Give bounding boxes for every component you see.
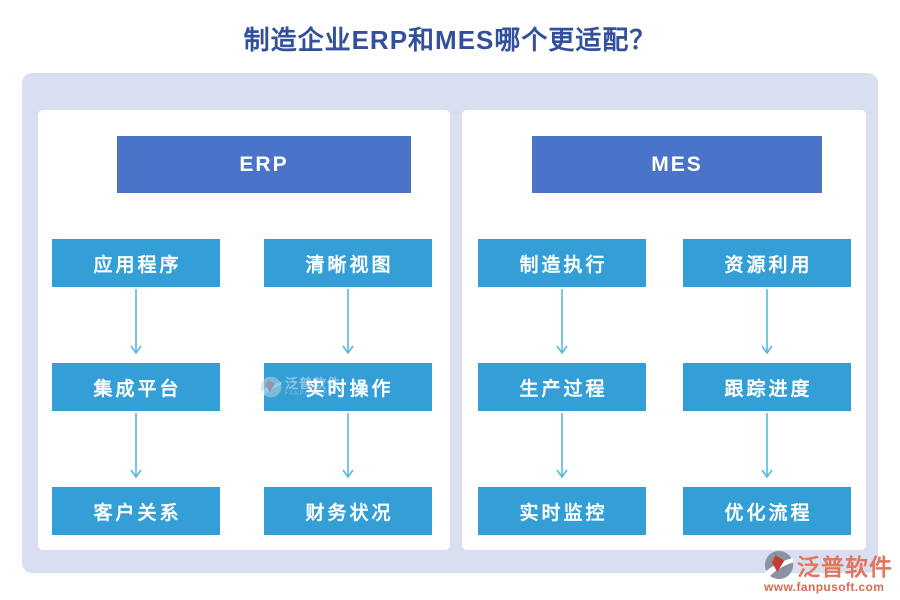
mes-item-label: 资源利用: [724, 254, 813, 276]
erp-header-box: ERP: [117, 136, 411, 193]
erp-item-box: 客户关系: [52, 487, 220, 535]
mes-item-label: 优化流程: [724, 502, 813, 524]
mes-item-box: 资源利用: [683, 239, 851, 287]
erp-item-box: 实时操作: [264, 363, 432, 411]
mes-item-box: 制造执行: [478, 239, 646, 287]
down-arrow-icon: [342, 289, 354, 355]
mes-card: MES 制造执行 资源利用 生产过程 跟踪进度 实时监控 优化流程: [462, 110, 866, 550]
footer-brand: 泛普软件 www.fanpusoft.com: [764, 549, 893, 594]
footer-brand-row: 泛普软件: [764, 549, 893, 580]
mes-item-box: 优化流程: [683, 487, 851, 535]
erp-item-label: 应用程序: [93, 254, 182, 276]
footer-brand-name: 泛普软件: [797, 553, 893, 580]
mes-item-label: 生产过程: [519, 378, 608, 400]
mes-item-label: 实时监控: [519, 502, 608, 524]
erp-item-label: 实时操作: [305, 378, 394, 400]
mes-item-box: 跟踪进度: [683, 363, 851, 411]
down-arrow-icon: [130, 413, 142, 479]
down-arrow-icon: [761, 289, 773, 355]
comparison-panel: ERP 应用程序 清晰视图 集成平台 实时操作 客户关系 财务状况: [22, 73, 878, 573]
mes-header-box: MES: [532, 136, 822, 193]
mes-item-box: 生产过程: [478, 363, 646, 411]
erp-item-label: 清晰视图: [305, 254, 394, 276]
erp-header-label: ERP: [239, 152, 289, 176]
fanpu-logo-icon: [764, 550, 794, 579]
erp-item-label: 财务状况: [305, 502, 394, 524]
mes-item-label: 跟踪进度: [724, 378, 813, 400]
down-arrow-icon: [556, 289, 568, 355]
erp-item-box: 集成平台: [52, 363, 220, 411]
erp-item-box: 财务状况: [264, 487, 432, 535]
mes-item-label: 制造执行: [519, 254, 608, 276]
erp-item-label: 客户关系: [93, 502, 182, 524]
erp-item-label: 集成平台: [93, 378, 182, 400]
down-arrow-icon: [342, 413, 354, 479]
down-arrow-icon: [556, 413, 568, 479]
mes-item-box: 实时监控: [478, 487, 646, 535]
down-arrow-icon: [130, 289, 142, 355]
erp-item-box: 应用程序: [52, 239, 220, 287]
footer-brand-url: www.fanpusoft.com: [764, 580, 885, 594]
mes-header-label: MES: [651, 152, 703, 176]
erp-card: ERP 应用程序 清晰视图 集成平台 实时操作 客户关系 财务状况: [38, 110, 450, 550]
down-arrow-icon: [761, 413, 773, 479]
erp-item-box: 清晰视图: [264, 239, 432, 287]
page-title: 制造企业ERP和MES哪个更适配？: [243, 25, 657, 55]
